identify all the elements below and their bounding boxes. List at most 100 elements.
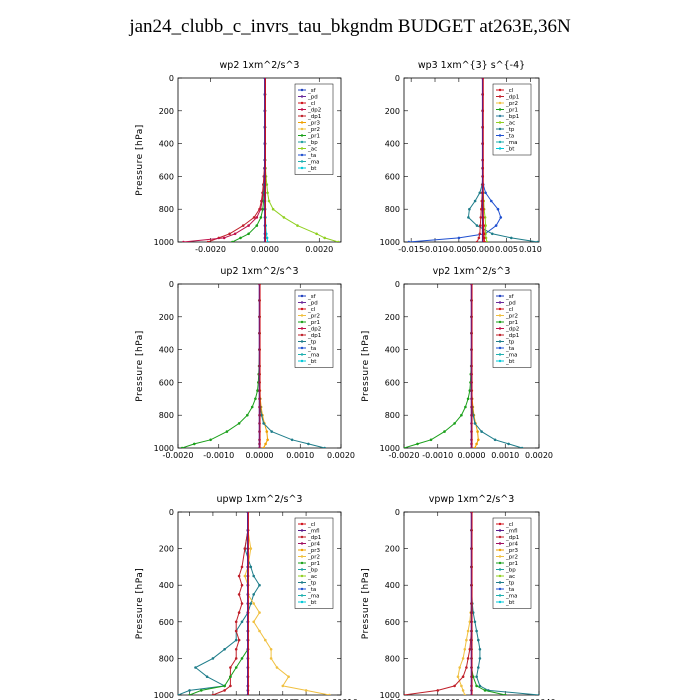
legend-label: _cl <box>307 307 316 313</box>
data-point <box>270 430 274 433</box>
series-line <box>189 512 249 695</box>
y-tick-label: 800 <box>385 205 400 214</box>
legend-marker <box>498 327 502 330</box>
data-point <box>473 620 477 624</box>
legend-label: _bt <box>307 359 317 365</box>
x-tick-label: 0.0000 <box>251 245 279 254</box>
data-point <box>460 413 463 417</box>
data-point <box>484 224 487 227</box>
legend-marker <box>300 95 304 98</box>
series-line <box>404 284 472 448</box>
panel-title: vpwp 1xm^2/s^3 <box>429 494 515 505</box>
data-point <box>250 405 254 409</box>
legend-label: _mfl <box>505 529 518 535</box>
legend-marker <box>498 581 502 584</box>
data-point <box>200 689 203 692</box>
legend-marker <box>498 353 502 356</box>
data-point <box>475 240 479 242</box>
y-axis-label: Pressure [hPa] <box>361 330 371 402</box>
data-point <box>265 236 269 240</box>
data-point <box>307 442 310 446</box>
legend-marker <box>498 121 502 124</box>
y-tick-label: 400 <box>159 346 174 355</box>
data-point <box>225 430 229 433</box>
legend: _cl_dp1_pr2_pr1_bp1_ac_tp_ta_ma_bt <box>492 83 532 156</box>
legend-label: _pr1 <box>505 561 518 567</box>
data-point <box>234 629 238 633</box>
data-point <box>460 684 463 688</box>
data-point <box>457 236 461 240</box>
data-point <box>267 199 271 203</box>
x-tick-label: 0.0020 <box>525 451 553 460</box>
data-point <box>323 446 326 448</box>
data-point <box>237 574 241 578</box>
legend-marker <box>300 166 304 170</box>
legend-marker <box>300 121 304 124</box>
x-tick-label: 0.005 <box>495 245 518 254</box>
y-axis-label: Pressure [hPa] <box>135 568 145 640</box>
legend-label: _tp <box>307 340 317 346</box>
panel-title: wp3 1xm^{3} s^{-4} <box>418 60 525 71</box>
data-point <box>536 240 539 242</box>
data-point <box>464 405 467 409</box>
legend-label: _dp1 <box>505 535 519 541</box>
legend-marker <box>300 561 304 565</box>
legend: _cl_mfl_dp1_pr4_pr3_pr2_pr1_bp_ac_tp_ta_… <box>492 517 532 609</box>
x-tick-label: -0.0020 <box>163 451 194 460</box>
legend-marker <box>300 359 304 363</box>
data-point <box>480 430 483 433</box>
data-point <box>476 430 479 433</box>
legend-marker <box>498 574 502 578</box>
legend-label: _ac <box>307 147 317 153</box>
x-tick-label: 0.0010 <box>491 451 519 460</box>
y-tick-label: 200 <box>385 313 400 322</box>
data-point <box>479 216 483 219</box>
data-point <box>252 620 255 624</box>
data-point <box>473 422 477 425</box>
x-tick-label: 0.00002 <box>220 698 253 700</box>
data-point <box>328 693 331 695</box>
data-point <box>463 693 467 695</box>
legend-label: _tp <box>505 340 515 346</box>
x-tick-label: -0.00020 <box>420 698 456 700</box>
data-point <box>466 397 470 401</box>
data-point <box>206 240 210 242</box>
legend-marker <box>498 594 502 597</box>
legend-label: _dp2 <box>505 327 519 333</box>
legend: _sf_pd_cl_pr2_pr1_dp2_dp1_tp_ta_ma_bt <box>492 289 532 368</box>
legend-label: _dp1 <box>307 333 321 339</box>
data-point <box>240 583 244 587</box>
data-point <box>194 666 197 669</box>
y-tick-label: 400 <box>385 581 400 590</box>
data-point <box>537 693 539 695</box>
data-point <box>260 413 263 417</box>
legend-label: _pr4 <box>307 542 321 548</box>
x-tick-label: -0.005 <box>446 245 472 254</box>
data-point <box>282 216 286 219</box>
data-point <box>468 207 471 211</box>
data-point <box>290 438 294 442</box>
legend-marker <box>498 101 502 105</box>
data-point <box>337 240 340 242</box>
data-point <box>266 240 269 242</box>
data-point <box>453 422 456 425</box>
plot-frame <box>177 77 342 243</box>
y-tick-label: 800 <box>159 654 174 663</box>
legend-label: _bp <box>505 568 516 574</box>
data-point <box>233 232 237 236</box>
legend-marker <box>300 294 304 298</box>
x-tick-label: 0.0020 <box>305 245 333 254</box>
legend-marker <box>300 353 304 356</box>
data-point <box>241 224 245 227</box>
y-tick-label: 800 <box>159 411 174 420</box>
data-point <box>520 446 524 448</box>
data-point <box>252 593 255 596</box>
data-point <box>243 547 247 550</box>
data-point <box>504 693 507 695</box>
data-point <box>249 565 253 569</box>
legend-marker <box>498 88 502 92</box>
x-tick-label: -0.015 <box>398 245 424 254</box>
data-point <box>499 216 503 219</box>
x-tick-label: 0.00006 <box>196 698 229 700</box>
legend-marker <box>300 320 304 324</box>
